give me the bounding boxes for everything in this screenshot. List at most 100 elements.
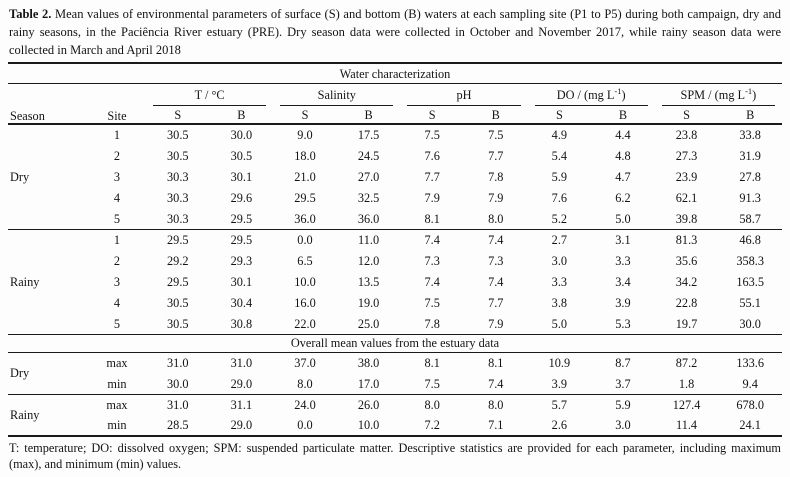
value-cell: 30.5 xyxy=(167,148,189,163)
value-cell: 7.3 xyxy=(488,253,504,268)
value-cell: 27.8 xyxy=(739,169,761,184)
value-cell: 4.8 xyxy=(615,148,631,163)
value-cell: 23.9 xyxy=(675,169,698,184)
value-cell: 19.7 xyxy=(654,313,719,335)
value-cell: 2.7 xyxy=(551,233,568,248)
table-row: Dry max 31.0 31.0 37.0 38.0 8.1 8.1 10.9 8.7 87.2 1… xyxy=(8,352,782,395)
table-row: Dry 1 30.5 30.0 9.0 17.5 7.5 7.5 4.9 4.4 23.8 33.8 xyxy=(8,124,782,230)
value-cell: 29.5 xyxy=(209,208,274,230)
value-cell: 27.3 xyxy=(675,148,698,163)
value-cell: 358.3 xyxy=(736,253,764,268)
value-cell: 30.5 xyxy=(167,128,189,143)
value-cell: 3.7 xyxy=(591,373,655,395)
overall-tbody: Overall mean values from the estuary dat… xyxy=(8,334,782,437)
table-caption: Table 2. Mean values of environmental pa… xyxy=(9,5,781,59)
subheader-b: B xyxy=(718,106,782,126)
value-cell: 87.2 xyxy=(675,356,698,371)
season-label: Dry xyxy=(8,124,88,230)
value-cell: 9.4 xyxy=(718,373,782,395)
subheader-b: B xyxy=(336,106,401,126)
value-cell: 5.7 xyxy=(551,398,568,413)
site-column-header: Site xyxy=(88,83,146,126)
table-row: 4 30.5 30.4 16.0 19.0 7.5 7.7 3.8 3.9 22.8 55.1 xyxy=(8,292,782,313)
value-cell: 29.5 xyxy=(167,274,189,289)
value-cell: 7.4 xyxy=(488,233,504,248)
value-cell: 7.5 xyxy=(424,295,440,310)
value-cell: 30.5 xyxy=(167,295,189,310)
value-cell: 8.1 xyxy=(424,356,440,371)
group-superscript: -1 xyxy=(745,86,753,97)
value-cell: 11.4 xyxy=(654,415,719,437)
value-cell: 5.2 xyxy=(527,208,592,230)
value-cell: 19.0 xyxy=(357,295,380,310)
value-cell: 7.4 xyxy=(463,373,528,395)
value-cell: 29.5 xyxy=(294,190,316,205)
value-cell: 0.0 xyxy=(297,233,313,248)
site-cell: 3 xyxy=(113,274,121,289)
value-cell: 7.6 xyxy=(424,148,440,163)
subheader-row: S B S B S B S B S B xyxy=(8,106,782,126)
value-cell: 29.5 xyxy=(167,233,189,248)
value-cell: 16.0 xyxy=(294,295,316,310)
site-cell: 5 xyxy=(88,313,146,335)
value-cell: 3.3 xyxy=(615,253,631,268)
value-cell: 62.1 xyxy=(675,190,698,205)
group-label: DO / (mg L xyxy=(556,88,615,103)
group-label: SPM / (mg L xyxy=(680,88,746,103)
value-cell: 133.6 xyxy=(736,356,764,371)
season-label: Rainy xyxy=(8,394,88,437)
value-cell: 29.0 xyxy=(209,415,274,437)
table-row: Rainy max 31.0 31.1 24.0 26.0 8.0 8.0 5.7 5.9 127.… xyxy=(8,394,782,437)
value-cell: 36.0 xyxy=(336,208,401,230)
caption-text: Mean values of environmental parameters … xyxy=(9,7,782,58)
table-title: Water characterization xyxy=(8,63,782,84)
season-label: Rainy xyxy=(8,229,88,335)
value-cell: 3.9 xyxy=(615,295,631,310)
value-cell: 30.3 xyxy=(167,169,189,184)
group-header-temperature: T / °C xyxy=(146,83,273,107)
overall-title-row: Overall mean values from the estuary dat… xyxy=(8,334,782,353)
value-cell: 30.4 xyxy=(230,295,253,310)
table-row: Rainy 1 29.5 29.5 0.0 11.0 7.4 7.4 2.7 3.1 81.3 46.… xyxy=(8,229,782,335)
value-cell: 39.8 xyxy=(654,208,719,230)
value-cell: 3.9 xyxy=(527,373,592,395)
site-cell: 1 xyxy=(113,128,121,143)
value-cell: 30.3 xyxy=(167,190,189,205)
group-header-ph: pH xyxy=(400,83,527,107)
value-cell: 3.0 xyxy=(591,415,655,437)
value-cell: 18.0 xyxy=(294,148,316,163)
table-row: 3 30.3 30.1 21.0 27.0 7.7 7.8 5.9 4.7 23.9 27.8 xyxy=(8,166,782,187)
value-cell: 7.8 xyxy=(400,313,464,335)
value-cell: 81.3 xyxy=(675,233,698,248)
value-cell: 7.7 xyxy=(488,148,504,163)
value-cell: 7.9 xyxy=(488,190,504,205)
value-cell: 10.0 xyxy=(336,415,401,437)
subheader-s: S xyxy=(273,106,337,126)
value-cell: 22.8 xyxy=(675,295,698,310)
value-cell: 8.0 xyxy=(424,398,440,413)
stat-cell: max xyxy=(106,356,128,371)
value-cell: 13.5 xyxy=(357,274,380,289)
value-cell: 6.5 xyxy=(297,253,313,268)
subheader-b: B xyxy=(591,106,655,126)
group-header-salinity: Salinity xyxy=(273,83,400,107)
value-cell: 24.1 xyxy=(718,415,782,437)
value-cell: 31.1 xyxy=(230,398,253,413)
table-row: 4 30.3 29.6 29.5 32.5 7.9 7.9 7.6 6.2 62.1 91.3 xyxy=(8,187,782,208)
table-header: Water characterization Season Site T / °… xyxy=(8,63,782,126)
value-cell: 31.9 xyxy=(739,148,761,163)
value-cell: 7.2 xyxy=(400,415,464,437)
value-cell: 7.5 xyxy=(488,128,504,143)
value-cell: 0.0 xyxy=(273,415,337,437)
value-cell: 7.7 xyxy=(424,169,440,184)
table-footnote: T: temperature; DO: dissolved oxygen; SP… xyxy=(9,441,781,472)
value-cell: 35.6 xyxy=(675,253,698,268)
temperature-spanner: T / °C xyxy=(153,87,267,107)
data-table: Water characterization Season Site T / °… xyxy=(8,62,782,438)
value-cell: 24.5 xyxy=(357,148,380,163)
value-cell: 38.0 xyxy=(357,356,380,371)
subheader-s: S xyxy=(527,106,592,126)
site-cell: 5 xyxy=(88,208,146,230)
site-cell: 4 xyxy=(113,295,121,310)
value-cell: 27.0 xyxy=(357,169,380,184)
